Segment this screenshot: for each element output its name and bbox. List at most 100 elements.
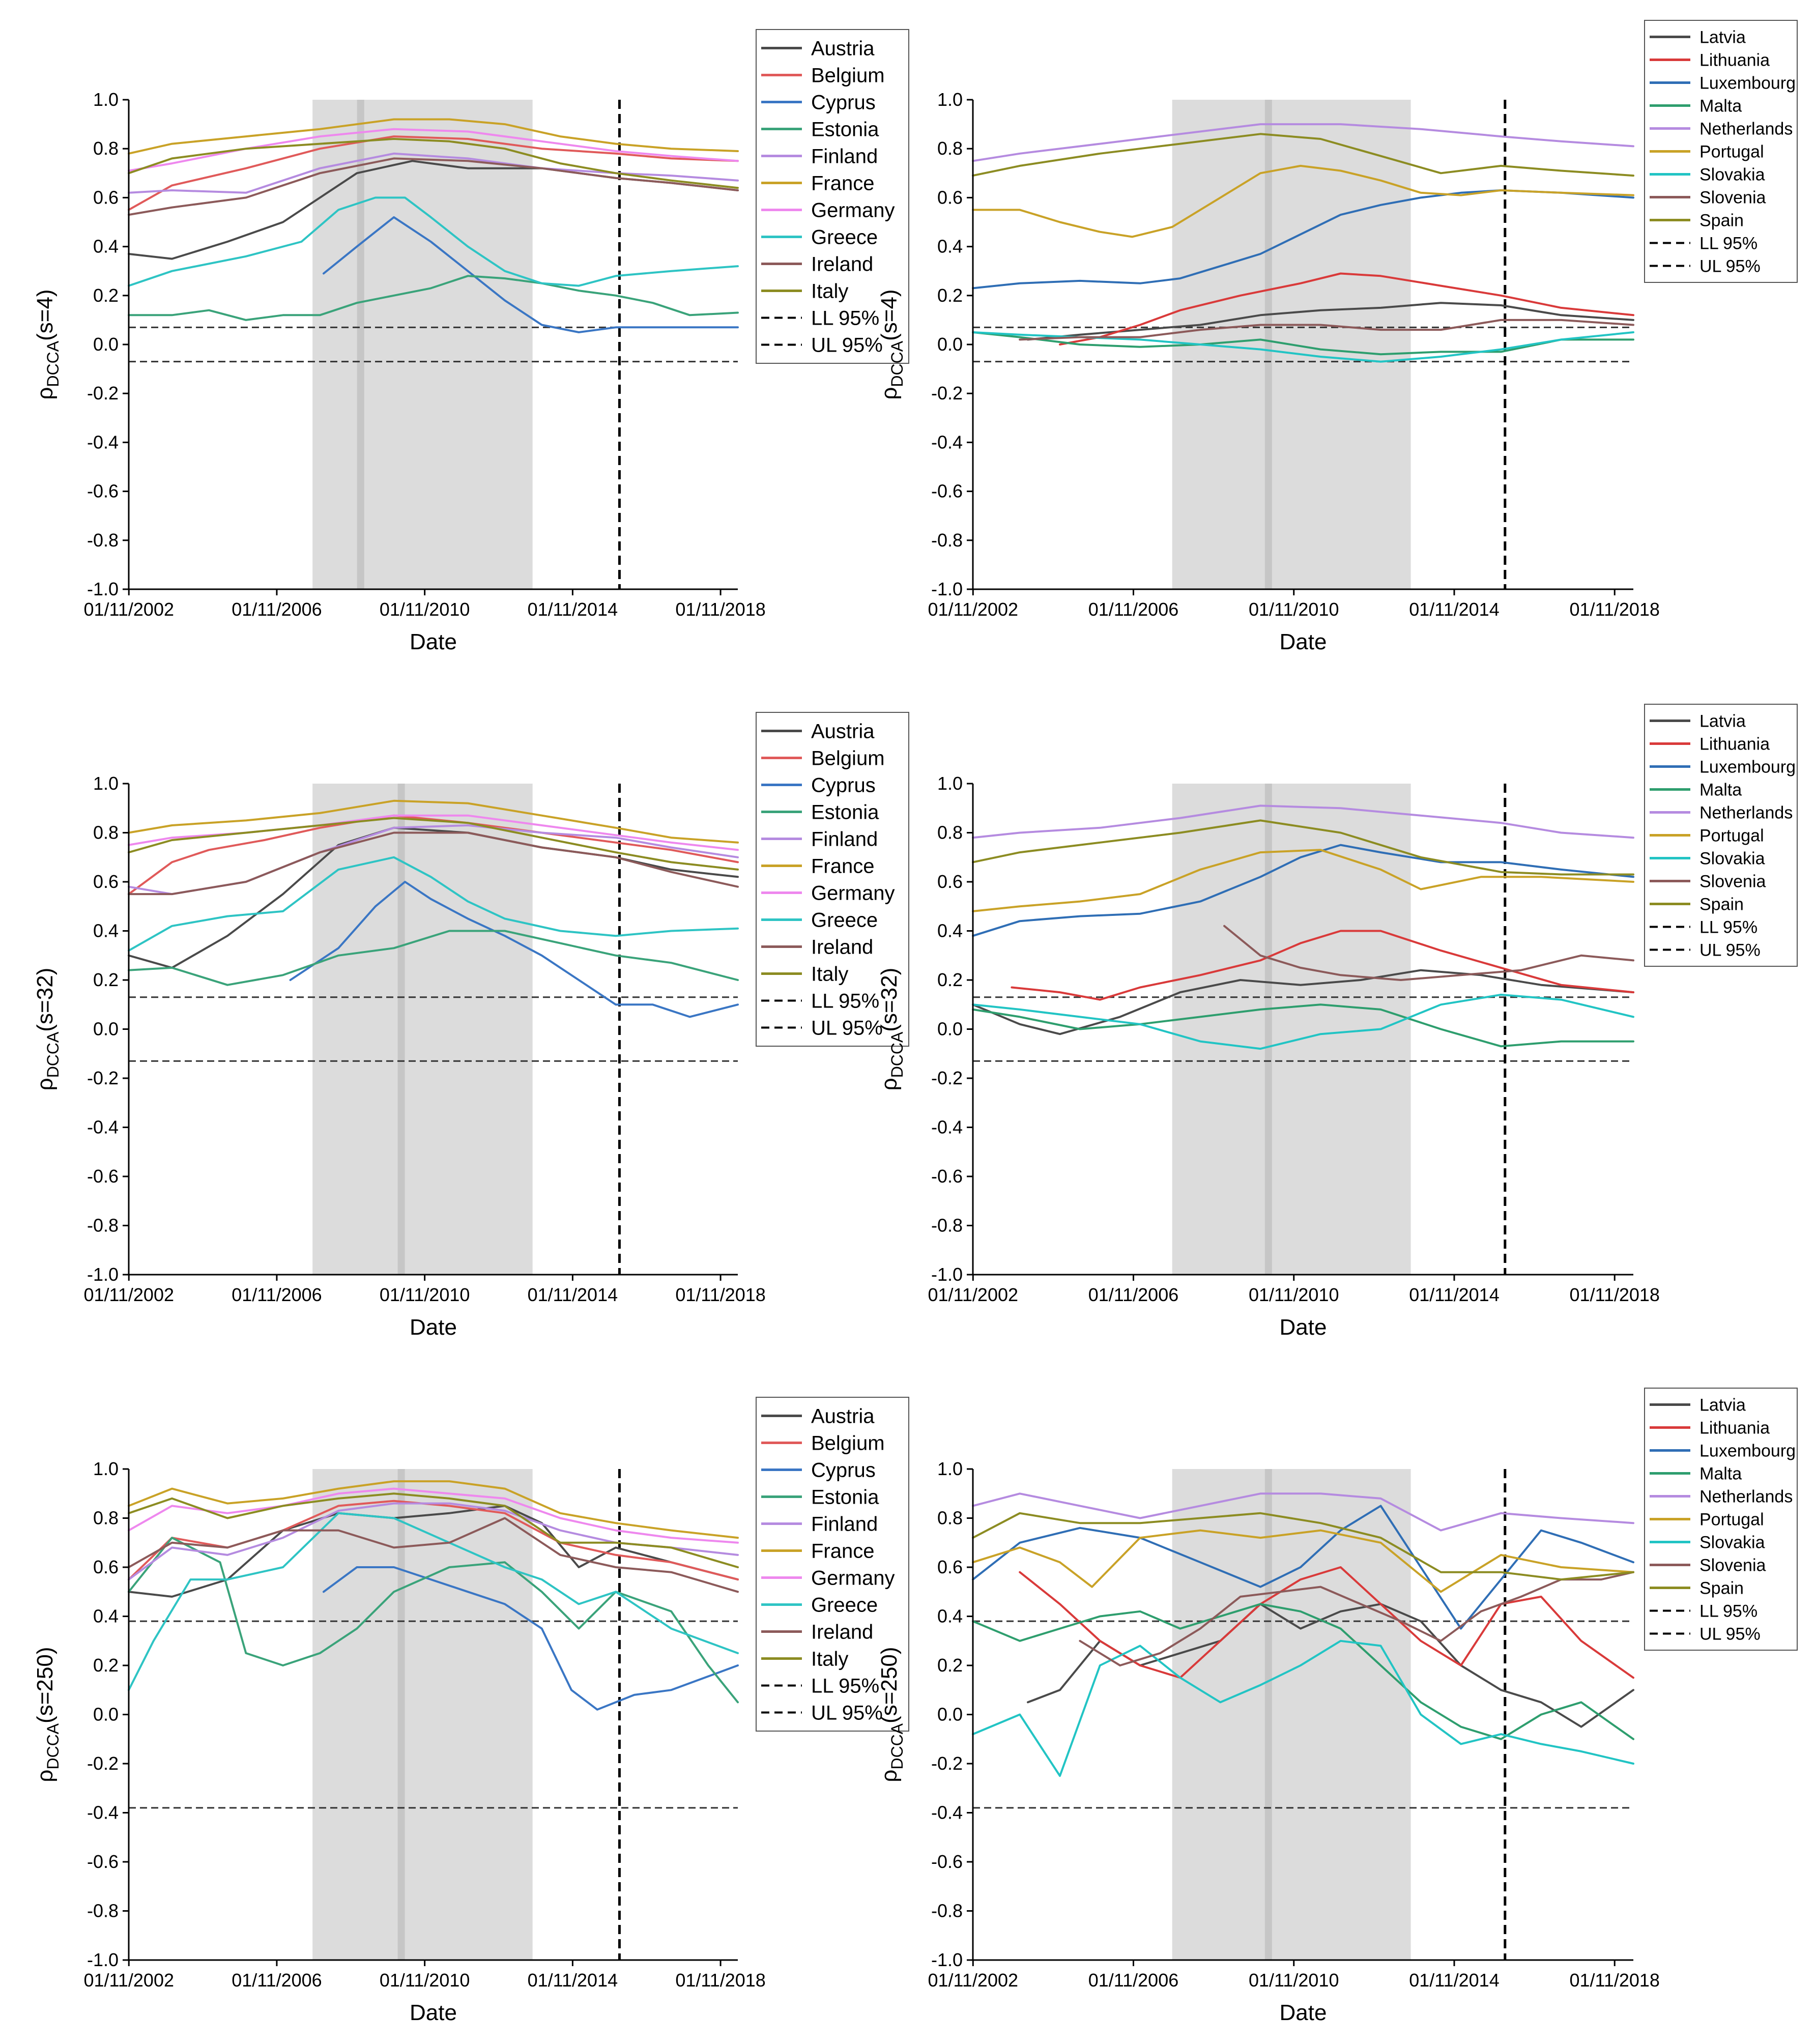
y-tick-label-e: 0.6: [93, 1557, 119, 1577]
y-axis-title-b: ρDCCA(s=4): [877, 289, 906, 399]
x-tick-label-c: 01/11/2018: [675, 1284, 766, 1305]
series-line-italy-c: [128, 817, 739, 871]
x-tick-label-b: 01/11/2006: [1088, 599, 1179, 620]
series-line-slovakia-d: [972, 993, 1634, 1050]
y-axis-title-subscript: DCCA: [888, 1723, 906, 1769]
x-tick-label-d: 01/11/2018: [1569, 1284, 1660, 1305]
y-tick-label-a: -0.2: [87, 383, 119, 404]
x-tick-label-d: 01/11/2002: [928, 1284, 1019, 1305]
legend-label-lithuania-d: Lithuania: [1699, 735, 1770, 754]
legend-label-slovakia-d: Slovakia: [1699, 849, 1765, 869]
x-tick-label-e: 01/11/2018: [675, 1970, 766, 1991]
legend-label-cyprus-e: Cyprus: [811, 1459, 876, 1482]
legend-a: Austria Belgium Cyprus Estonia Finland France…: [756, 29, 909, 364]
y-tick-label-d: 1.0: [937, 773, 963, 794]
y-tick-label-f: 1.0: [937, 1458, 963, 1479]
x-tick-label-d: 01/11/2010: [1249, 1284, 1339, 1305]
legend-label-austria-c: Austria: [811, 721, 875, 743]
y-tick-label-a: -0.4: [87, 431, 119, 452]
x-tick-label-a: 01/11/2014: [528, 599, 618, 620]
x-tick-label-b: 01/11/2014: [1409, 599, 1500, 620]
legend-label-slovenia-d: Slovenia: [1699, 872, 1766, 891]
series-line-slovenia-f: [1079, 1571, 1634, 1666]
y-tick-label-d: 0.4: [937, 920, 963, 941]
legend-label-spain-f: Spain: [1699, 1579, 1744, 1598]
y-tick-label-b: -0.6: [931, 481, 963, 502]
shaded-period-c: [312, 784, 533, 1275]
x-tick-label-e: 01/11/2006: [232, 1970, 322, 1991]
legend-label-ul-95-c: UL 95%: [811, 1017, 883, 1040]
legend-label-spain-b: Spain: [1699, 211, 1744, 231]
y-tick-label-b: -0.4: [931, 431, 963, 452]
chart-panel-f: 1.00.80.60.40.20.0-0.2-0.4-0.6-0.8-1.001…: [877, 1388, 1798, 2025]
series-line-portugal-f: [972, 1529, 1634, 1593]
series-line-spain-d: [972, 819, 1634, 876]
series-line-slovenia-d: [1223, 925, 1634, 981]
legend-label-ireland-c: Ireland: [811, 936, 873, 959]
legend-f: Latvia Lithuania Luxembourg Malta Netherland…: [1644, 1388, 1798, 1651]
y-tick-label-e: 1.0: [93, 1458, 119, 1479]
series-line-netherlands-b: [972, 123, 1634, 162]
y-tick-label-b: 0.6: [937, 187, 963, 208]
legend-label-italy-e: Italy: [811, 1648, 848, 1671]
series-group-e: [128, 1480, 739, 1711]
series-line-malta-d: [972, 1003, 1634, 1048]
legend-label-latvia-b: Latvia: [1699, 28, 1746, 47]
y-tick-label-e: -0.4: [87, 1802, 119, 1823]
legend-b: Latvia Lithuania Luxembourg Malta Netherland…: [1644, 20, 1798, 283]
chart-panel-d: 1.00.80.60.40.20.0-0.2-0.4-0.6-0.8-1.001…: [877, 704, 1798, 1340]
y-tick-label-e: 0.2: [93, 1655, 119, 1676]
y-tick-label-c: 0.6: [93, 871, 119, 892]
legend-label-malta-d: Malta: [1699, 781, 1742, 800]
x-axis-title-b: Date: [1280, 629, 1327, 654]
series-group-f: [972, 1492, 1634, 1777]
legend-label-ul-95-e: UL 95%: [811, 1702, 883, 1724]
shaded-period-f: [1172, 1469, 1411, 1960]
y-tick-label-c: 0.2: [93, 969, 119, 990]
legend-label-germany-a: Germany: [811, 199, 895, 222]
y-axis-title-c: ρDCCA(s=32): [33, 968, 62, 1091]
y-tick-label-d: -0.6: [931, 1166, 963, 1187]
series-group-b: [972, 123, 1634, 363]
x-tick-label-e: 01/11/2002: [83, 1970, 174, 1991]
series-group-c: [128, 799, 739, 1018]
series-line-portugal-d: [972, 849, 1634, 912]
legend-label-germany-e: Germany: [811, 1567, 895, 1590]
y-tick-label-f: 0.2: [937, 1655, 963, 1676]
y-tick-label-f: -0.2: [931, 1753, 963, 1774]
y-tick-label-f: 0.4: [937, 1606, 963, 1627]
series-line-lithuania-f: [1019, 1566, 1634, 1679]
y-tick-label-d: -0.2: [931, 1068, 963, 1088]
x-tick-label-c: 01/11/2002: [83, 1284, 174, 1305]
y-tick-label-b: -0.2: [931, 383, 963, 404]
legend-label-lithuania-f: Lithuania: [1699, 1419, 1770, 1438]
legend-label-ul-95-f: UL 95%: [1699, 1625, 1761, 1644]
series-line-estonia-c: [128, 930, 739, 986]
legend-label-ll-95-b: LL 95%: [1699, 234, 1758, 253]
legend-label-ul-95-b: UL 95%: [1699, 257, 1761, 276]
x-tick-label-f: 01/11/2018: [1569, 1970, 1660, 1991]
series-line-greece-a: [128, 196, 739, 287]
y-tick-label-b: 0.8: [937, 138, 963, 159]
series-line-germany-e: [128, 1487, 739, 1544]
legend-label-france-c: France: [811, 855, 875, 878]
legend-label-greece-a: Greece: [811, 226, 878, 249]
y-tick-label-b: -0.8: [931, 530, 963, 551]
legend-box-e: [756, 1397, 909, 1732]
y-tick-label-c: 0.0: [93, 1019, 119, 1040]
y-tick-label-f: 0.0: [937, 1704, 963, 1725]
series-line-cyprus-a: [323, 216, 739, 333]
series-line-spain-f: [972, 1512, 1634, 1581]
legend-label-slovakia-b: Slovakia: [1699, 165, 1765, 185]
legend-label-ll-95-f: LL 95%: [1699, 1602, 1758, 1621]
series-group-d: [972, 804, 1634, 1050]
series-line-belgium-a: [128, 135, 739, 211]
x-tick-label-e: 01/11/2014: [528, 1970, 618, 1991]
legend-label-belgium-e: Belgium: [811, 1432, 885, 1455]
series-line-ireland-a: [128, 157, 739, 216]
y-axis-title-symbol: ρ: [877, 1770, 902, 1782]
series-line-cyprus-c: [289, 881, 739, 1018]
series-line-germany-a: [128, 128, 739, 172]
legend-c: Austria Belgium Cyprus Estonia Finland France…: [756, 712, 909, 1047]
